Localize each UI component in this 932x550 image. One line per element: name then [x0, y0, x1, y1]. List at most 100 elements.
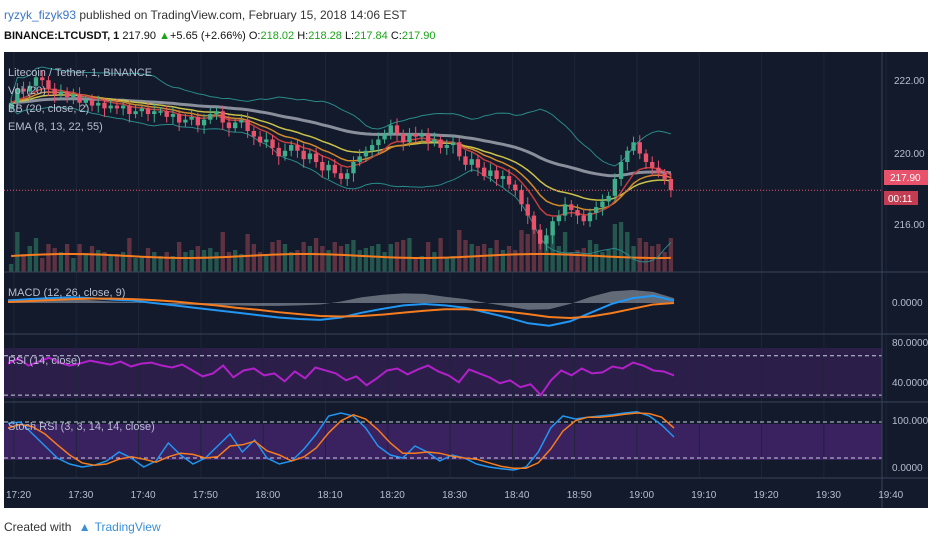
tradingview-brand[interactable]: TradingView — [94, 520, 161, 534]
countdown-tag — [884, 191, 918, 205]
candle-body — [531, 215, 537, 230]
candle-body — [382, 133, 387, 140]
volume-bar — [581, 248, 586, 272]
candle-body — [668, 178, 674, 191]
candle-body — [357, 156, 362, 162]
volume-bar — [40, 258, 45, 272]
macd-pane[interactable] — [7, 289, 675, 327]
candle-body — [313, 153, 319, 162]
candle-body — [83, 99, 88, 103]
chart-area[interactable]: Litecoin / Tether, 1, BINANCE Vol (20) B… — [4, 52, 932, 508]
volume-bar — [245, 234, 250, 272]
volume-bar — [419, 256, 425, 272]
candle-body — [183, 119, 188, 123]
volume-bar — [525, 234, 530, 272]
price-pane[interactable] — [4, 66, 882, 272]
candle-body — [488, 170, 493, 177]
candle-body — [569, 204, 574, 210]
macd-tick-label: 0.0000 — [892, 298, 923, 309]
candle-body — [289, 145, 294, 151]
volume-bar — [625, 232, 630, 272]
candle-body — [606, 195, 611, 202]
volume-bar — [145, 248, 151, 272]
candle-body — [276, 147, 281, 157]
countdown-text: 00:11 — [888, 194, 913, 205]
volume-bar — [668, 238, 674, 272]
volume-bar — [189, 250, 194, 272]
volume-bar — [71, 258, 76, 272]
candle-body — [282, 150, 288, 157]
candle-body — [127, 105, 132, 115]
candle-body — [494, 170, 499, 179]
time-tick-label: 19:10 — [691, 490, 716, 501]
stoch-rsi-label: Stoch RSI (3, 3, 14, 14, close) — [8, 421, 155, 433]
volume-bar — [618, 222, 624, 272]
macd-signal-line — [7, 297, 675, 319]
candle-body — [612, 178, 618, 196]
time-axis[interactable]: 17:20 17:30 17:40 17:50 18:00 18:10 18:20 18:30… — [6, 490, 904, 501]
bollinger-lower — [10, 106, 672, 263]
candle-body — [369, 145, 375, 151]
candle-body — [562, 204, 568, 216]
time-tick-label: 17:50 — [193, 490, 218, 501]
volume-bar — [83, 254, 88, 272]
volume-bar — [152, 252, 157, 272]
volume-bar — [594, 244, 599, 272]
volume-bar — [21, 254, 26, 272]
volume-bar — [108, 256, 113, 272]
volume-bar — [575, 250, 580, 272]
candle-body — [656, 167, 661, 174]
volume-bar — [401, 240, 406, 272]
candle-body — [139, 108, 145, 112]
volume-bar — [600, 252, 605, 272]
volume-bar — [27, 246, 32, 272]
volume-bar — [519, 230, 524, 272]
candle-body — [643, 153, 649, 162]
candle-body — [407, 133, 412, 143]
candle-body — [8, 102, 14, 109]
candle-body — [556, 215, 562, 222]
volume-bar — [64, 244, 70, 272]
rsi-tick-label: 80.0000 — [892, 338, 928, 349]
volume-bar — [270, 242, 275, 272]
candle-body — [637, 142, 642, 154]
chart-svg[interactable]: Litecoin / Tether, 1, BINANCE Vol (20) B… — [4, 52, 932, 508]
rsi-tick-label: 40.0000 — [892, 378, 928, 389]
high-label: H: — [297, 30, 309, 42]
stoch-rsi-pane[interactable] — [4, 411, 882, 471]
bollinger-label: BB (20, close, 2) — [8, 103, 89, 115]
candle-body — [145, 108, 151, 115]
volume-bar — [481, 244, 487, 272]
time-tick-label: 19:20 — [754, 490, 779, 501]
author-link[interactable]: ryzyk_fizyk93 — [4, 8, 77, 22]
volume-bar — [257, 252, 263, 272]
volume-bar — [531, 226, 537, 272]
macd-label: MACD (12, 26, close, 9) — [8, 287, 125, 299]
candle-body — [326, 164, 331, 171]
ema-label: EMA (8, 13, 22, 55) — [8, 121, 103, 133]
candle-body — [226, 122, 232, 129]
time-tick-label: 19:40 — [878, 490, 903, 501]
volume-bar — [345, 244, 350, 272]
volume-bar — [338, 246, 344, 272]
time-tick-label: 18:50 — [567, 490, 592, 501]
volume-bar — [320, 246, 325, 272]
candle-body — [631, 142, 636, 151]
rsi-pane[interactable] — [4, 355, 882, 397]
series-label: Litecoin / Tether, 1, BINANCE — [8, 67, 152, 79]
rsi-label: RSI (14, close) — [8, 355, 81, 367]
ema-22-line — [10, 94, 671, 201]
publish-line: ryzyk_fizyk93 published on TradingView.c… — [4, 8, 407, 22]
candle-body — [239, 119, 244, 123]
candle-body — [500, 176, 506, 179]
volume-bar — [556, 246, 562, 272]
volume-bar — [264, 256, 269, 272]
candle-body — [214, 111, 219, 115]
price-tick-label: 216.00 — [894, 220, 925, 231]
candle-body — [544, 235, 549, 244]
low-value: 217.84 — [354, 30, 388, 42]
volume-bar — [8, 264, 14, 272]
candle-body — [444, 145, 449, 148]
time-tick-label: 17:40 — [131, 490, 156, 501]
volume-bar — [537, 234, 543, 272]
